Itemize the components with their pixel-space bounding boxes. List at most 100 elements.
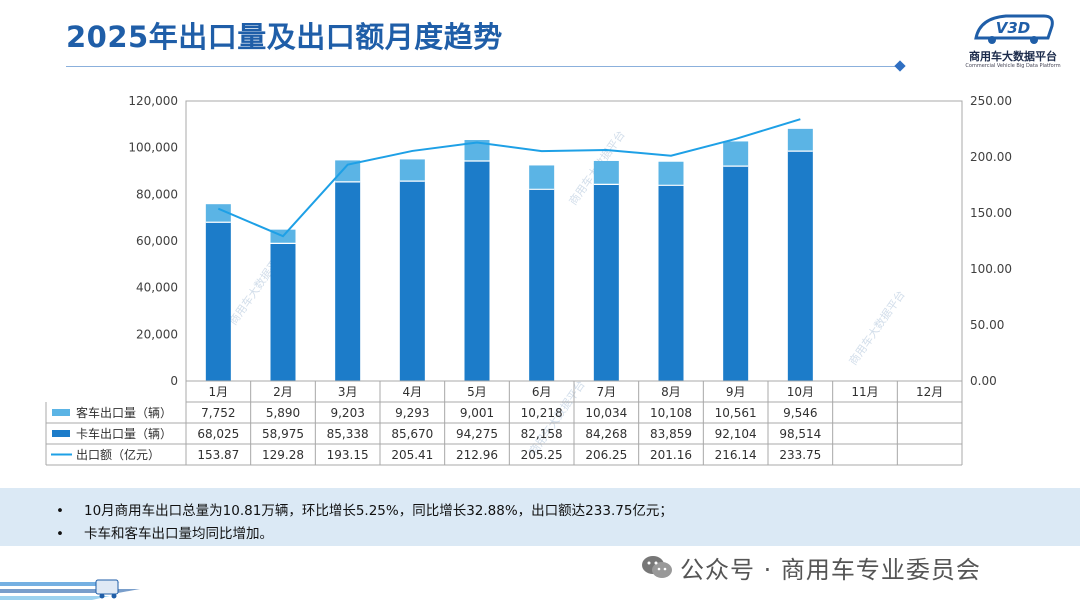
legend-swatch — [52, 430, 70, 437]
x-axis-category: 9月 — [726, 385, 746, 399]
data-label: 84,268 — [585, 427, 627, 441]
data-label: 129.28 — [262, 448, 304, 462]
page-title: 2025年出口量及出口额月度趋势 — [66, 20, 503, 54]
chart-frame — [185, 100, 963, 382]
truck-bar — [270, 243, 296, 381]
left-axis-tick: 100,000 — [128, 141, 178, 155]
left-axis-ticks: 0 20,000 40,000 60,000 80,000 100,000 120,000 — [128, 94, 178, 388]
truck-bar — [658, 185, 684, 381]
data-label: 205.25 — [521, 448, 563, 462]
data-label: 10,108 — [650, 406, 692, 420]
data-label: 58,975 — [262, 427, 304, 441]
data-label: 206.25 — [585, 448, 627, 462]
wechat-icon — [642, 556, 672, 578]
truck-bar — [205, 222, 231, 381]
summary-box: • 10月商用车出口总量为10.81万辆，环比增长5.25%，同比增长32.88%… — [0, 488, 1080, 546]
data-label: 9,001 — [460, 406, 494, 420]
data-label: 216.14 — [715, 448, 757, 462]
plot-border — [185, 100, 963, 382]
data-label: 85,670 — [391, 427, 433, 441]
data-label: 212.96 — [456, 448, 498, 462]
bus-bar — [723, 141, 749, 167]
data-label: 9,203 — [330, 406, 364, 420]
left-axis-tick: 40,000 — [136, 281, 178, 295]
bus-bar — [205, 204, 231, 223]
logo-name: 商用车大数据平台 — [969, 50, 1057, 63]
x-axis-category: 12月 — [916, 385, 943, 399]
right-axis-tick: 0.00 — [970, 374, 997, 388]
data-label: 9,546 — [783, 406, 817, 420]
truck-bar — [593, 184, 619, 381]
left-axis-tick: 20,000 — [136, 327, 178, 341]
data-label: 193.15 — [327, 448, 369, 462]
x-axis-category: 5月 — [467, 385, 487, 399]
truck-bar — [723, 166, 749, 381]
truck-graphic-icon — [0, 579, 140, 600]
x-axis-category: 11月 — [851, 385, 878, 399]
data-label: 9,293 — [395, 406, 429, 420]
right-axis-tick: 50.00 — [970, 318, 1004, 332]
export-value-line — [217, 118, 801, 238]
data-label: 98,514 — [779, 427, 821, 441]
data-label: 10,218 — [521, 406, 563, 420]
summary-text-2: 卡车和客车出口量均同比增加。 — [84, 526, 273, 542]
data-label: 7,752 — [201, 406, 235, 420]
bullet-mark: • — [56, 526, 64, 542]
x-axis-category: 7月 — [597, 385, 617, 399]
x-axis-category: 2月 — [273, 385, 293, 399]
data-label: 92,104 — [715, 427, 757, 441]
bus-bar — [335, 160, 361, 182]
line-series — [217, 118, 801, 238]
bus-bar — [399, 159, 425, 182]
logo-subtitle: Commercial Vehicle Big Data Platform — [965, 63, 1061, 69]
legend-label: 卡车出口量（辆） — [76, 426, 172, 441]
logo-mark: V3D — [996, 19, 1031, 37]
right-axis-tick: 250.00 — [970, 94, 1012, 108]
x-axis-category: 4月 — [403, 385, 423, 399]
title-divider — [66, 66, 902, 67]
data-label: 233.75 — [779, 448, 821, 462]
right-axis-tick: 200.00 — [970, 150, 1012, 164]
truck-bar — [464, 161, 490, 381]
footer-watermark: 公众号 · 商用车专业委员会 — [680, 556, 981, 584]
data-label: 5,890 — [266, 406, 300, 420]
summary-text-1: 10月商用车出口总量为10.81万辆，环比增长5.25%，同比增长32.88%，… — [84, 503, 673, 519]
left-axis-tick: 120,000 — [128, 94, 178, 108]
truck-bar — [787, 151, 813, 381]
bus-bar — [593, 160, 619, 185]
x-axis-category: 1月 — [209, 385, 229, 399]
x-axis-category: 6月 — [532, 385, 552, 399]
left-axis-tick: 60,000 — [136, 234, 178, 248]
export-trend-chart: 商用车大数据平台商用车大数据平台商用车大数据平台商用车大数据平台 020,000… — [45, 94, 1012, 466]
bar-series — [205, 128, 813, 381]
legend-swatch — [52, 409, 70, 416]
bus-bar — [464, 140, 490, 162]
bus-bar — [787, 128, 813, 152]
data-label: 83,859 — [650, 427, 692, 441]
summary-item: • 10月商用车出口总量为10.81万辆，环比增长5.25%，同比增长32.88%… — [56, 499, 673, 519]
data-label: 10,034 — [585, 406, 627, 420]
data-label: 201.16 — [650, 448, 692, 462]
data-label: 10,561 — [715, 406, 757, 420]
truck-bar — [529, 189, 555, 381]
data-label: 82,158 — [521, 427, 563, 441]
left-axis-tick: 0 — [170, 374, 178, 388]
truck-bar — [399, 181, 425, 381]
right-axis-ticks: 0.00 50.00 100.00 150.00 200.00 250.00 — [970, 94, 1012, 388]
right-axis-tick: 100.00 — [970, 262, 1012, 276]
bus-bar — [658, 161, 684, 186]
data-label: 94,275 — [456, 427, 498, 441]
right-axis-tick: 150.00 — [970, 206, 1012, 220]
data-label: 205.41 — [391, 448, 433, 462]
data-label: 68,025 — [197, 427, 239, 441]
brand-logo: V3D 商用车大数据平台 Commercial Vehicle Big Data… — [958, 8, 1068, 69]
x-axis-category: 3月 — [338, 385, 358, 399]
bullet-mark: • — [56, 503, 64, 519]
summary-item: • 卡车和客车出口量均同比增加。 — [56, 522, 273, 542]
chart-watermark: 商用车大数据平台 — [846, 288, 908, 368]
data-label: 85,338 — [327, 427, 369, 441]
x-axis-category: 8月 — [661, 385, 681, 399]
legend-label: 客车出口量（辆） — [76, 405, 172, 420]
legend-label: 出口额（亿元） — [76, 447, 160, 462]
